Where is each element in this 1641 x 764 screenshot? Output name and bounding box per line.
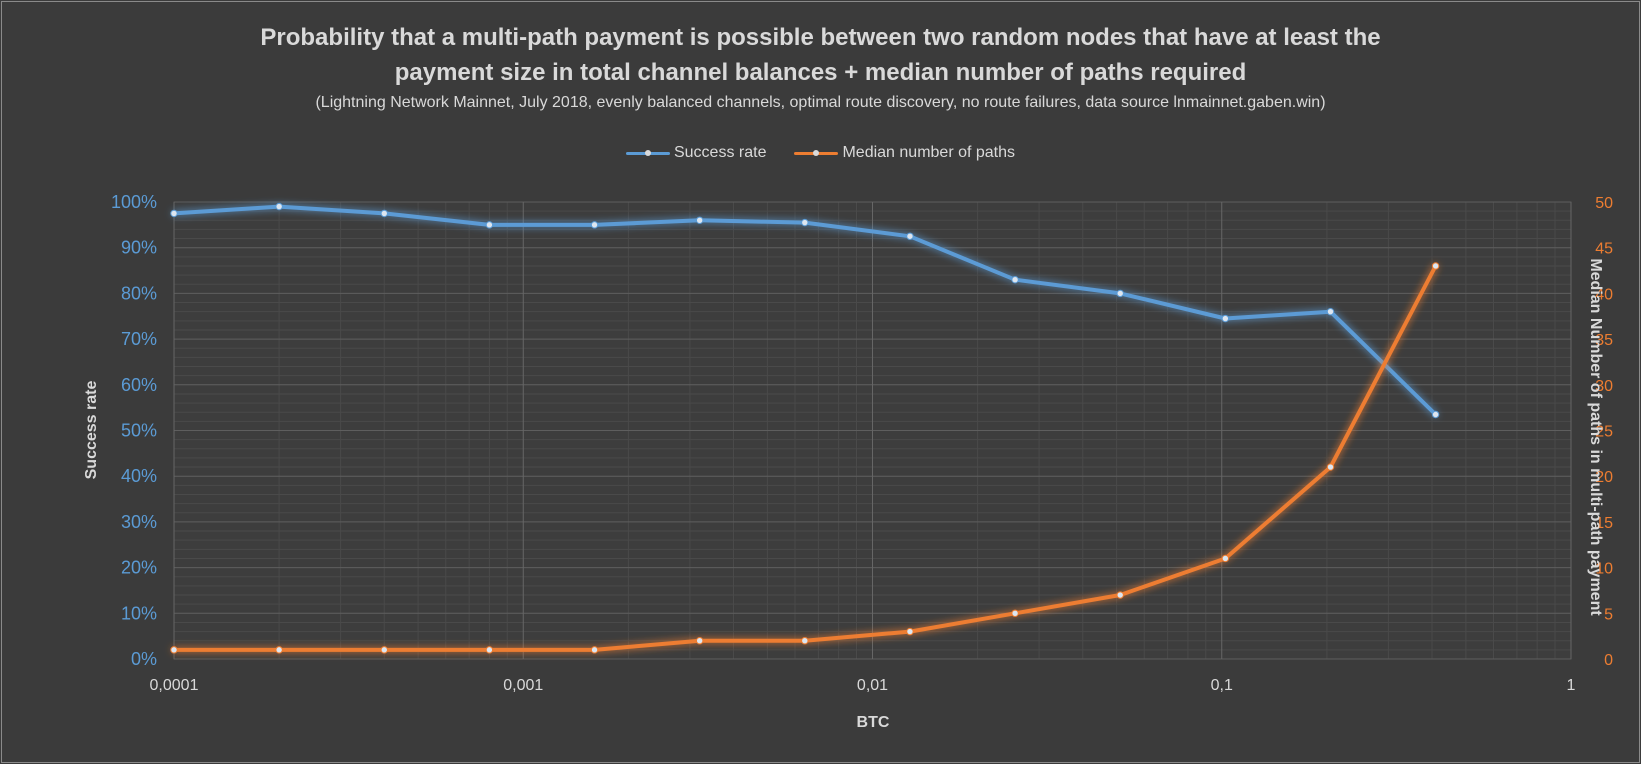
series-point-success-rate bbox=[1431, 410, 1440, 419]
y-left-tick-label: 30% bbox=[121, 512, 157, 532]
y-right-tick-label: 0 bbox=[1604, 652, 1613, 669]
y-left-tick-label: 70% bbox=[121, 329, 157, 349]
y-left-tick-label: 80% bbox=[121, 283, 157, 303]
legend-label-median-paths: Median number of paths bbox=[842, 144, 1016, 161]
series-point-median-paths bbox=[695, 637, 704, 645]
legend-item-median-paths[interactable]: Median number of paths bbox=[794, 144, 1015, 162]
series-group bbox=[170, 202, 1440, 654]
y-right-tick-label: 45 bbox=[1595, 241, 1613, 258]
x-tick-label: 0,01 bbox=[857, 677, 888, 694]
series-point-success-rate bbox=[380, 209, 388, 218]
y-right-tick-label: 10 bbox=[1595, 561, 1613, 578]
y-left-tick-label: 40% bbox=[121, 466, 157, 486]
y-right-tick-label: 30 bbox=[1595, 378, 1613, 395]
y-left-tick-label: 10% bbox=[121, 603, 157, 623]
y-axis-left-label: Success rate bbox=[83, 381, 100, 480]
series-point-median-paths bbox=[485, 646, 494, 654]
y-right-tick-label: 5 bbox=[1604, 606, 1613, 623]
x-axis-label: BTC bbox=[857, 714, 890, 731]
y-left-tick-label: 20% bbox=[121, 558, 157, 578]
grid bbox=[173, 201, 1572, 660]
series-point-success-rate bbox=[485, 221, 494, 229]
series-point-median-paths bbox=[1431, 262, 1440, 270]
series-point-success-rate bbox=[1326, 307, 1335, 316]
y-axis-right-label: Median Number of paths in multi-path pay… bbox=[1587, 258, 1604, 616]
series-point-median-paths bbox=[170, 646, 178, 654]
series-point-success-rate bbox=[170, 209, 178, 218]
y-left-tick-label: 60% bbox=[121, 375, 157, 395]
series-point-success-rate bbox=[1011, 275, 1019, 284]
y-right-tick-label: 20 bbox=[1595, 469, 1613, 486]
chart-title-line-2: payment size in total channel balances +… bbox=[394, 59, 1247, 86]
series-point-median-paths bbox=[380, 646, 388, 654]
series-point-median-paths bbox=[1221, 554, 1230, 563]
series-point-median-paths bbox=[590, 646, 599, 654]
x-tick-label: 0,001 bbox=[503, 677, 543, 694]
y-left-tick-label: 90% bbox=[121, 238, 157, 258]
series-point-median-paths bbox=[1011, 609, 1019, 617]
y-right-tick-label: 35 bbox=[1595, 332, 1613, 349]
legend: Success rate Median number of paths bbox=[0, 144, 1641, 162]
chart-title-line-1: Probability that a multi-path payment is… bbox=[260, 24, 1381, 51]
series-point-median-paths bbox=[275, 646, 283, 654]
ticks: 0% 10% 20% 30% 40% 50% 60% 70% 80% 90% 100% 0 5 10 15 2… bbox=[111, 192, 1613, 694]
series-point-median-paths bbox=[801, 637, 809, 645]
y-right-tick-label: 15 bbox=[1595, 515, 1613, 532]
legend-swatch-success-rate bbox=[625, 149, 670, 156]
series-point-success-rate bbox=[275, 202, 283, 211]
series-point-success-rate bbox=[1116, 289, 1124, 298]
x-tick-label: 1 bbox=[1567, 677, 1576, 694]
series-point-median-paths bbox=[1116, 591, 1124, 599]
series-point-median-paths bbox=[1326, 463, 1335, 471]
series-point-success-rate bbox=[906, 232, 914, 240]
x-tick-label: 0,0001 bbox=[150, 677, 199, 694]
series-point-success-rate bbox=[695, 216, 704, 224]
series-point-median-paths bbox=[906, 627, 914, 636]
y-right-tick-label: 40 bbox=[1595, 286, 1613, 303]
series-point-success-rate bbox=[1221, 314, 1230, 323]
chart-subtitle: (Lightning Network Mainnet, July 2018, e… bbox=[315, 94, 1326, 111]
series-point-success-rate bbox=[590, 221, 599, 229]
series-point-success-rate bbox=[801, 218, 809, 227]
legend-item-success-rate[interactable]: Success rate bbox=[625, 144, 767, 162]
legend-swatch-median-paths bbox=[794, 149, 839, 156]
y-right-tick-label: 50 bbox=[1595, 195, 1613, 212]
y-left-tick-label: 0% bbox=[131, 649, 157, 669]
y-left-tick-label: 50% bbox=[121, 421, 157, 441]
x-tick-label: 0,1 bbox=[1211, 677, 1233, 694]
y-left-tick-label: 100% bbox=[111, 192, 157, 212]
y-right-tick-label: 25 bbox=[1595, 424, 1613, 441]
legend-label-success-rate: Success rate bbox=[673, 144, 767, 161]
